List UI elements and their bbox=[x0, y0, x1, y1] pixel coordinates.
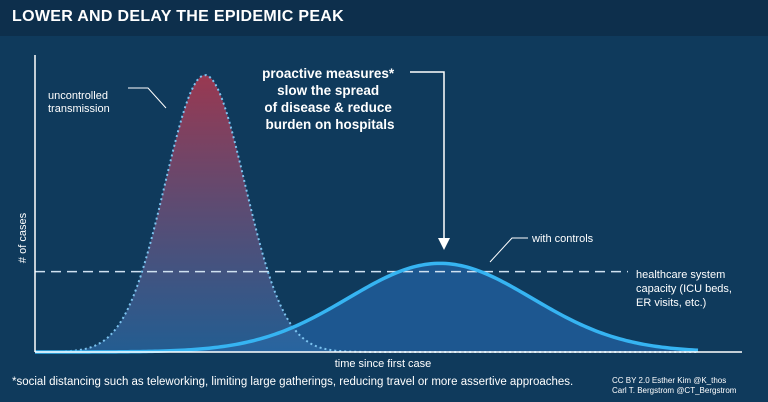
capacity-label-line: capacity (ICU beds, bbox=[636, 283, 732, 295]
uncontrolled-leader-line bbox=[128, 87, 167, 109]
annotation-line: proactive measures* bbox=[262, 66, 395, 81]
credit-line: Carl T. Bergstrom @CT_Bergstrom bbox=[612, 386, 737, 395]
annotation-line: burden on hospitals bbox=[265, 117, 394, 132]
with-controls-leader-line bbox=[489, 237, 528, 263]
footnote: *social distancing such as teleworking, … bbox=[12, 376, 574, 388]
with-controls-label: with controls bbox=[531, 233, 594, 245]
annotation-line: slow the spread bbox=[277, 83, 379, 98]
x-axis-label: time since first case bbox=[335, 358, 432, 370]
proactive-measures-annotation: proactive measures* slow the spread of d… bbox=[262, 66, 398, 132]
chart-title: LOWER AND DELAY THE EPIDEMIC PEAK bbox=[12, 8, 345, 25]
uncontrolled-label-line: transmission bbox=[48, 103, 110, 115]
annotation-arrow bbox=[410, 71, 450, 250]
capacity-label: healthcare system capacity (ICU beds, ER… bbox=[636, 269, 735, 309]
credits: CC BY 2.0 Esther Kim @K_thos Carl T. Ber… bbox=[612, 376, 736, 396]
title-bar: LOWER AND DELAY THE EPIDEMIC PEAK bbox=[0, 0, 768, 36]
credit-line: CC BY 2.0 Esther Kim @K_thos bbox=[612, 376, 727, 385]
with-controls-area bbox=[35, 263, 698, 352]
capacity-label-line: healthcare system bbox=[636, 269, 725, 281]
annotation-line: of disease & reduce bbox=[264, 100, 392, 115]
uncontrolled-label: uncontrolled transmission bbox=[48, 90, 111, 115]
y-axis-label: # of cases bbox=[17, 212, 29, 263]
uncontrolled-label-line: uncontrolled bbox=[48, 90, 108, 102]
capacity-label-line: ER visits, etc.) bbox=[636, 297, 706, 309]
uncontrolled-area bbox=[35, 75, 698, 352]
